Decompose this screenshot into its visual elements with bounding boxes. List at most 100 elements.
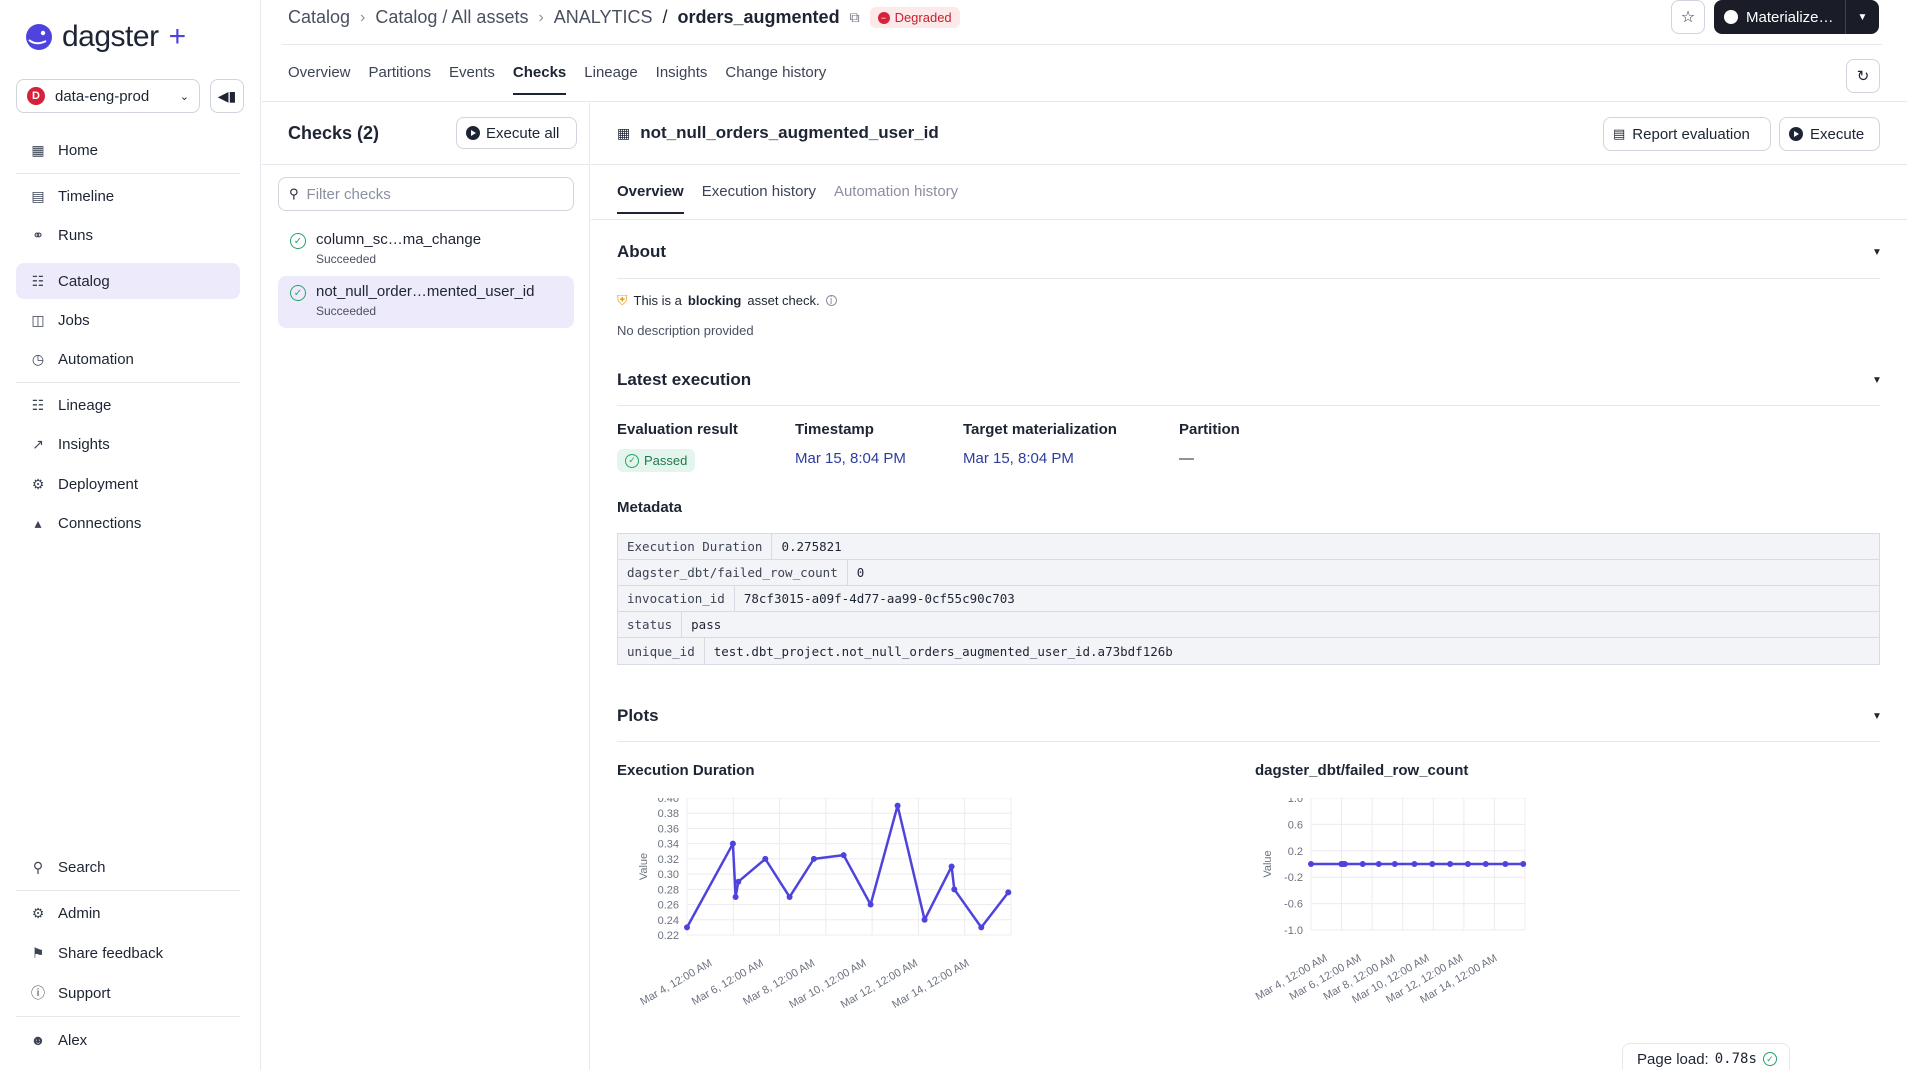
page-load-label: Page load: (1637, 1050, 1709, 1068)
check-title: ▦ not_null_orders_augmented_user_id (617, 123, 939, 143)
execute-button[interactable]: Execute (1779, 117, 1880, 151)
nav-label: Connections (58, 514, 142, 532)
data-point (762, 855, 769, 862)
chevron-down-icon: ⌄ (179, 90, 189, 103)
breadcrumb: Catalog › Catalog / All assets › ANALYTI… (288, 7, 960, 28)
connections-icon: ▴ (34, 514, 42, 531)
tab-overview[interactable]: Overview (288, 64, 351, 81)
metadata-key: Execution Duration (618, 534, 773, 559)
check-detail: ▦ not_null_orders_augmented_user_id ▤ Re… (591, 103, 1907, 1070)
refresh-button[interactable]: ↻ (1846, 59, 1880, 93)
deployment-badge: D (27, 87, 45, 105)
timestamp-link[interactable]: Mar 15, 8:04 PM (795, 450, 906, 467)
y-tick-label: 0.40 (658, 798, 679, 805)
subtab-execution-history[interactable]: Execution history (701, 183, 816, 200)
nav-connections[interactable]: ▴ Connections (16, 505, 240, 541)
passed-badge: ✓ Passed (617, 449, 696, 472)
breadcrumb-catalog[interactable]: Catalog (288, 7, 351, 27)
nav-catalog[interactable]: ☷ Catalog (16, 263, 240, 299)
nav-timeline[interactable]: ▤ Timeline (16, 178, 240, 214)
data-point (894, 802, 901, 809)
tab-change-history[interactable]: Change history (725, 64, 827, 81)
status-badge[interactable]: − Degraded (869, 7, 960, 28)
nav-divider (16, 173, 240, 174)
nav-share-feedback[interactable]: ⚑ Share feedback (16, 935, 240, 971)
execute-all-button[interactable]: Execute all (456, 117, 577, 149)
about-text-bold: blocking (687, 293, 742, 308)
tab-events[interactable]: Events (449, 64, 495, 81)
nav-label: Catalog (58, 272, 110, 290)
y-tick-label: 0.2 (1288, 846, 1303, 858)
nav-lineage[interactable]: ☷ Lineage (16, 387, 240, 423)
metadata-heading: Metadata (617, 499, 683, 516)
target-materialization-link[interactable]: Mar 15, 8:04 PM (963, 450, 1074, 467)
subtab-automation-history[interactable]: Automation history (833, 183, 959, 200)
data-point (1502, 861, 1509, 867)
nav-home[interactable]: ▦ Home (16, 132, 240, 168)
metadata-row: status pass (618, 612, 1879, 638)
home-grid-icon: ▦ (31, 141, 45, 158)
check-name: column_sc…ma_change (316, 231, 482, 248)
info-icon[interactable]: i (825, 295, 837, 307)
checks-panel: Checks (2) Execute all ⚲ ✓ column_sc…ma_… (262, 103, 590, 1070)
y-tick-label: 1.0 (1288, 798, 1303, 805)
nav-automation[interactable]: ◷ Automation (16, 341, 240, 377)
data-point (1005, 889, 1012, 896)
data-point (1341, 861, 1348, 867)
nav-jobs[interactable]: ◫ Jobs (16, 302, 240, 338)
deployment-select[interactable]: D data-eng-prod ⌄ (16, 79, 200, 113)
data-point (1411, 861, 1418, 867)
y-tick-label: 0.6 (1288, 819, 1303, 831)
nav-label: Admin (58, 904, 101, 922)
breadcrumb-analytics[interactable]: ANALYTICS (553, 7, 653, 27)
y-tick-label: 0.30 (658, 869, 679, 881)
nav-label: Home (58, 141, 99, 159)
insights-chart-icon: ↗ (32, 435, 44, 452)
favorite-button[interactable]: ☆ (1671, 0, 1705, 34)
collapse-sidebar-button[interactable]: ◀▮ (210, 79, 244, 113)
latest-execution-heading: Latest execution (617, 370, 752, 389)
collapse-plots-caret-icon[interactable]: ▼ (1872, 711, 1882, 722)
dagster-logo[interactable]: dagster + (24, 20, 186, 54)
timeline-icon: ▤ (31, 187, 45, 204)
series-line (685, 804, 1010, 929)
check-status: Succeeded (316, 252, 377, 266)
nav-search[interactable]: ⚲ Search (16, 849, 240, 885)
breadcrumb-all-assets[interactable]: Catalog / All assets (375, 7, 529, 27)
metadata-value: 0.275821 (781, 539, 842, 554)
nav-insights[interactable]: ↗ Insights (16, 426, 240, 462)
nav-user[interactable]: ☻ Alex (16, 1022, 240, 1058)
filter-checks-field[interactable]: ⚲ (278, 177, 574, 211)
check-list-item[interactable]: ✓ column_sc…ma_change Succeeded (278, 224, 574, 276)
nav-runs[interactable]: ⚭ Runs (16, 217, 240, 253)
report-evaluation-button[interactable]: ▤ Report evaluation (1603, 117, 1771, 151)
tab-checks[interactable]: Checks (512, 64, 567, 95)
y-tick-label: -0.2 (1284, 872, 1303, 884)
copy-icon[interactable]: ⧉ (849, 9, 860, 25)
materialize-dropdown-caret-icon[interactable]: ▼ (1857, 11, 1868, 23)
tab-lineage[interactable]: Lineage (584, 64, 638, 81)
materialize-main[interactable]: Materialize… (1714, 0, 1846, 34)
data-point (735, 878, 742, 885)
metadata-key: unique_id (618, 638, 705, 664)
materialize-label: Materialize… (1746, 8, 1834, 26)
collapse-about-caret-icon[interactable]: ▼ (1872, 247, 1882, 258)
nav-deployment[interactable]: ⚙ Deployment (16, 466, 240, 502)
status-badge-label: Degraded (894, 10, 952, 25)
nav-label: Runs (58, 226, 94, 244)
data-point (1359, 861, 1366, 867)
y-tick-label: 0.36 (658, 823, 679, 835)
about-text-post: asset check. (747, 293, 820, 308)
collapse-latest-caret-icon[interactable]: ▼ (1872, 375, 1882, 386)
nav-admin[interactable]: ⚙ Admin (16, 895, 240, 931)
about-divider (617, 278, 1880, 279)
materialize-button[interactable]: Materialize… ▼ (1714, 0, 1879, 34)
filter-checks-input[interactable] (306, 185, 557, 203)
tab-partitions[interactable]: Partitions (368, 64, 432, 81)
check-list-item-selected[interactable]: ✓ not_null_order…mented_user_id Succeede… (278, 276, 574, 328)
data-point (1308, 861, 1314, 867)
tab-insights[interactable]: Insights (655, 64, 708, 81)
subtab-overview[interactable]: Overview (617, 183, 684, 214)
nav-support[interactable]: ⓘ Support (16, 975, 240, 1011)
